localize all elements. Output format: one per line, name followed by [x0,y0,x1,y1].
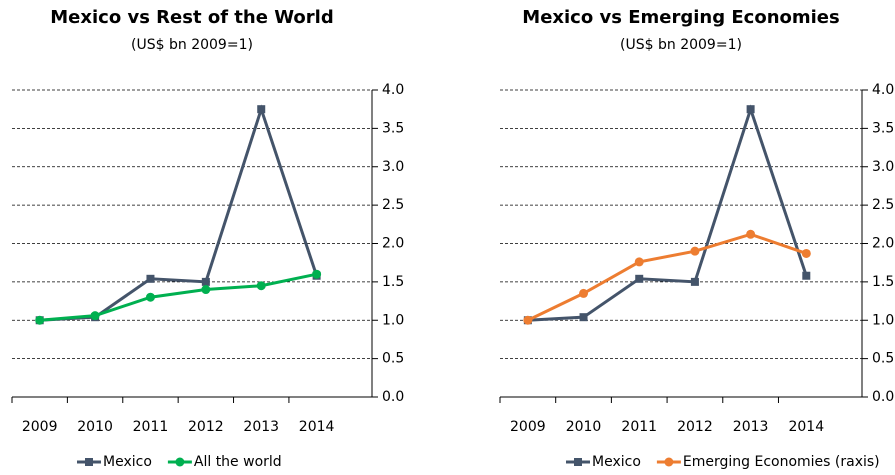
chart-title: Mexico vs Rest of the World [50,7,333,28]
chart-subtitle: (US$ bn 2009=1) [131,37,253,53]
marker [690,277,699,286]
marker [145,292,155,302]
x-tick-label: 2014 [299,419,335,435]
y-tick-label: 3.5 [382,120,404,136]
marker [523,315,533,325]
x-tick-label: 2010 [77,419,113,435]
marker [146,274,155,283]
series-line [39,104,319,322]
legend-label: Mexico [103,454,152,470]
series-line [527,104,808,322]
x-tick-label: 2013 [243,419,279,435]
marker [579,288,589,298]
marker [35,315,45,325]
y-tick-label: 1.0 [872,312,894,328]
marker [802,271,811,280]
y-tick-label: 1.0 [382,312,404,328]
marker [634,257,644,267]
y-tick-label: 2.0 [382,236,404,252]
x-tick-label: 2009 [22,419,58,435]
marker [664,457,674,467]
x-tick-label: 2010 [566,419,602,435]
x-tick-label: 2011 [133,419,169,435]
marker [635,274,644,283]
x-tick-label: 2012 [677,419,713,435]
y-tick-label: 3.0 [382,159,404,175]
legend-label: All the world [194,454,282,470]
marker [85,458,93,466]
y-tick-label: 2.0 [872,236,894,252]
series-line [39,272,317,322]
y-tick-label: 3.0 [872,159,894,175]
y-tick-label: 0.5 [872,351,894,367]
marker [746,229,756,239]
y-tick-label: 2.5 [382,197,404,213]
y-tick-label: 0.0 [382,389,404,405]
marker [801,248,811,258]
x-tick-label: 2014 [788,419,824,435]
y-tick-label: 0.5 [382,351,404,367]
x-tick-label: 2013 [733,419,769,435]
marker [201,285,211,295]
legend-label: Emerging Economies (raxis) [683,454,880,470]
legend-label: Mexico [592,454,641,470]
marker [256,281,266,291]
marker [579,313,588,322]
y-tick-label: 1.5 [872,274,894,290]
y-tick-label: 4.0 [382,82,404,98]
y-tick-label: 0.0 [872,389,894,405]
y-tick-label: 4.0 [872,82,894,98]
marker [175,457,185,467]
marker [574,458,582,466]
chart-title: Mexico vs Emerging Economies [522,7,839,28]
series-line [527,232,807,322]
marker [690,246,700,256]
marker [90,311,100,321]
x-tick-label: 2012 [188,419,224,435]
x-tick-label: 2009 [510,419,546,435]
marker [201,277,210,286]
y-tick-label: 2.5 [872,197,894,213]
marker [746,105,755,114]
marker [257,105,266,114]
chart-subtitle: (US$ bn 2009=1) [620,37,742,53]
y-tick-label: 3.5 [872,120,894,136]
x-tick-label: 2011 [621,419,657,435]
y-tick-label: 1.5 [382,274,404,290]
marker [312,269,322,279]
